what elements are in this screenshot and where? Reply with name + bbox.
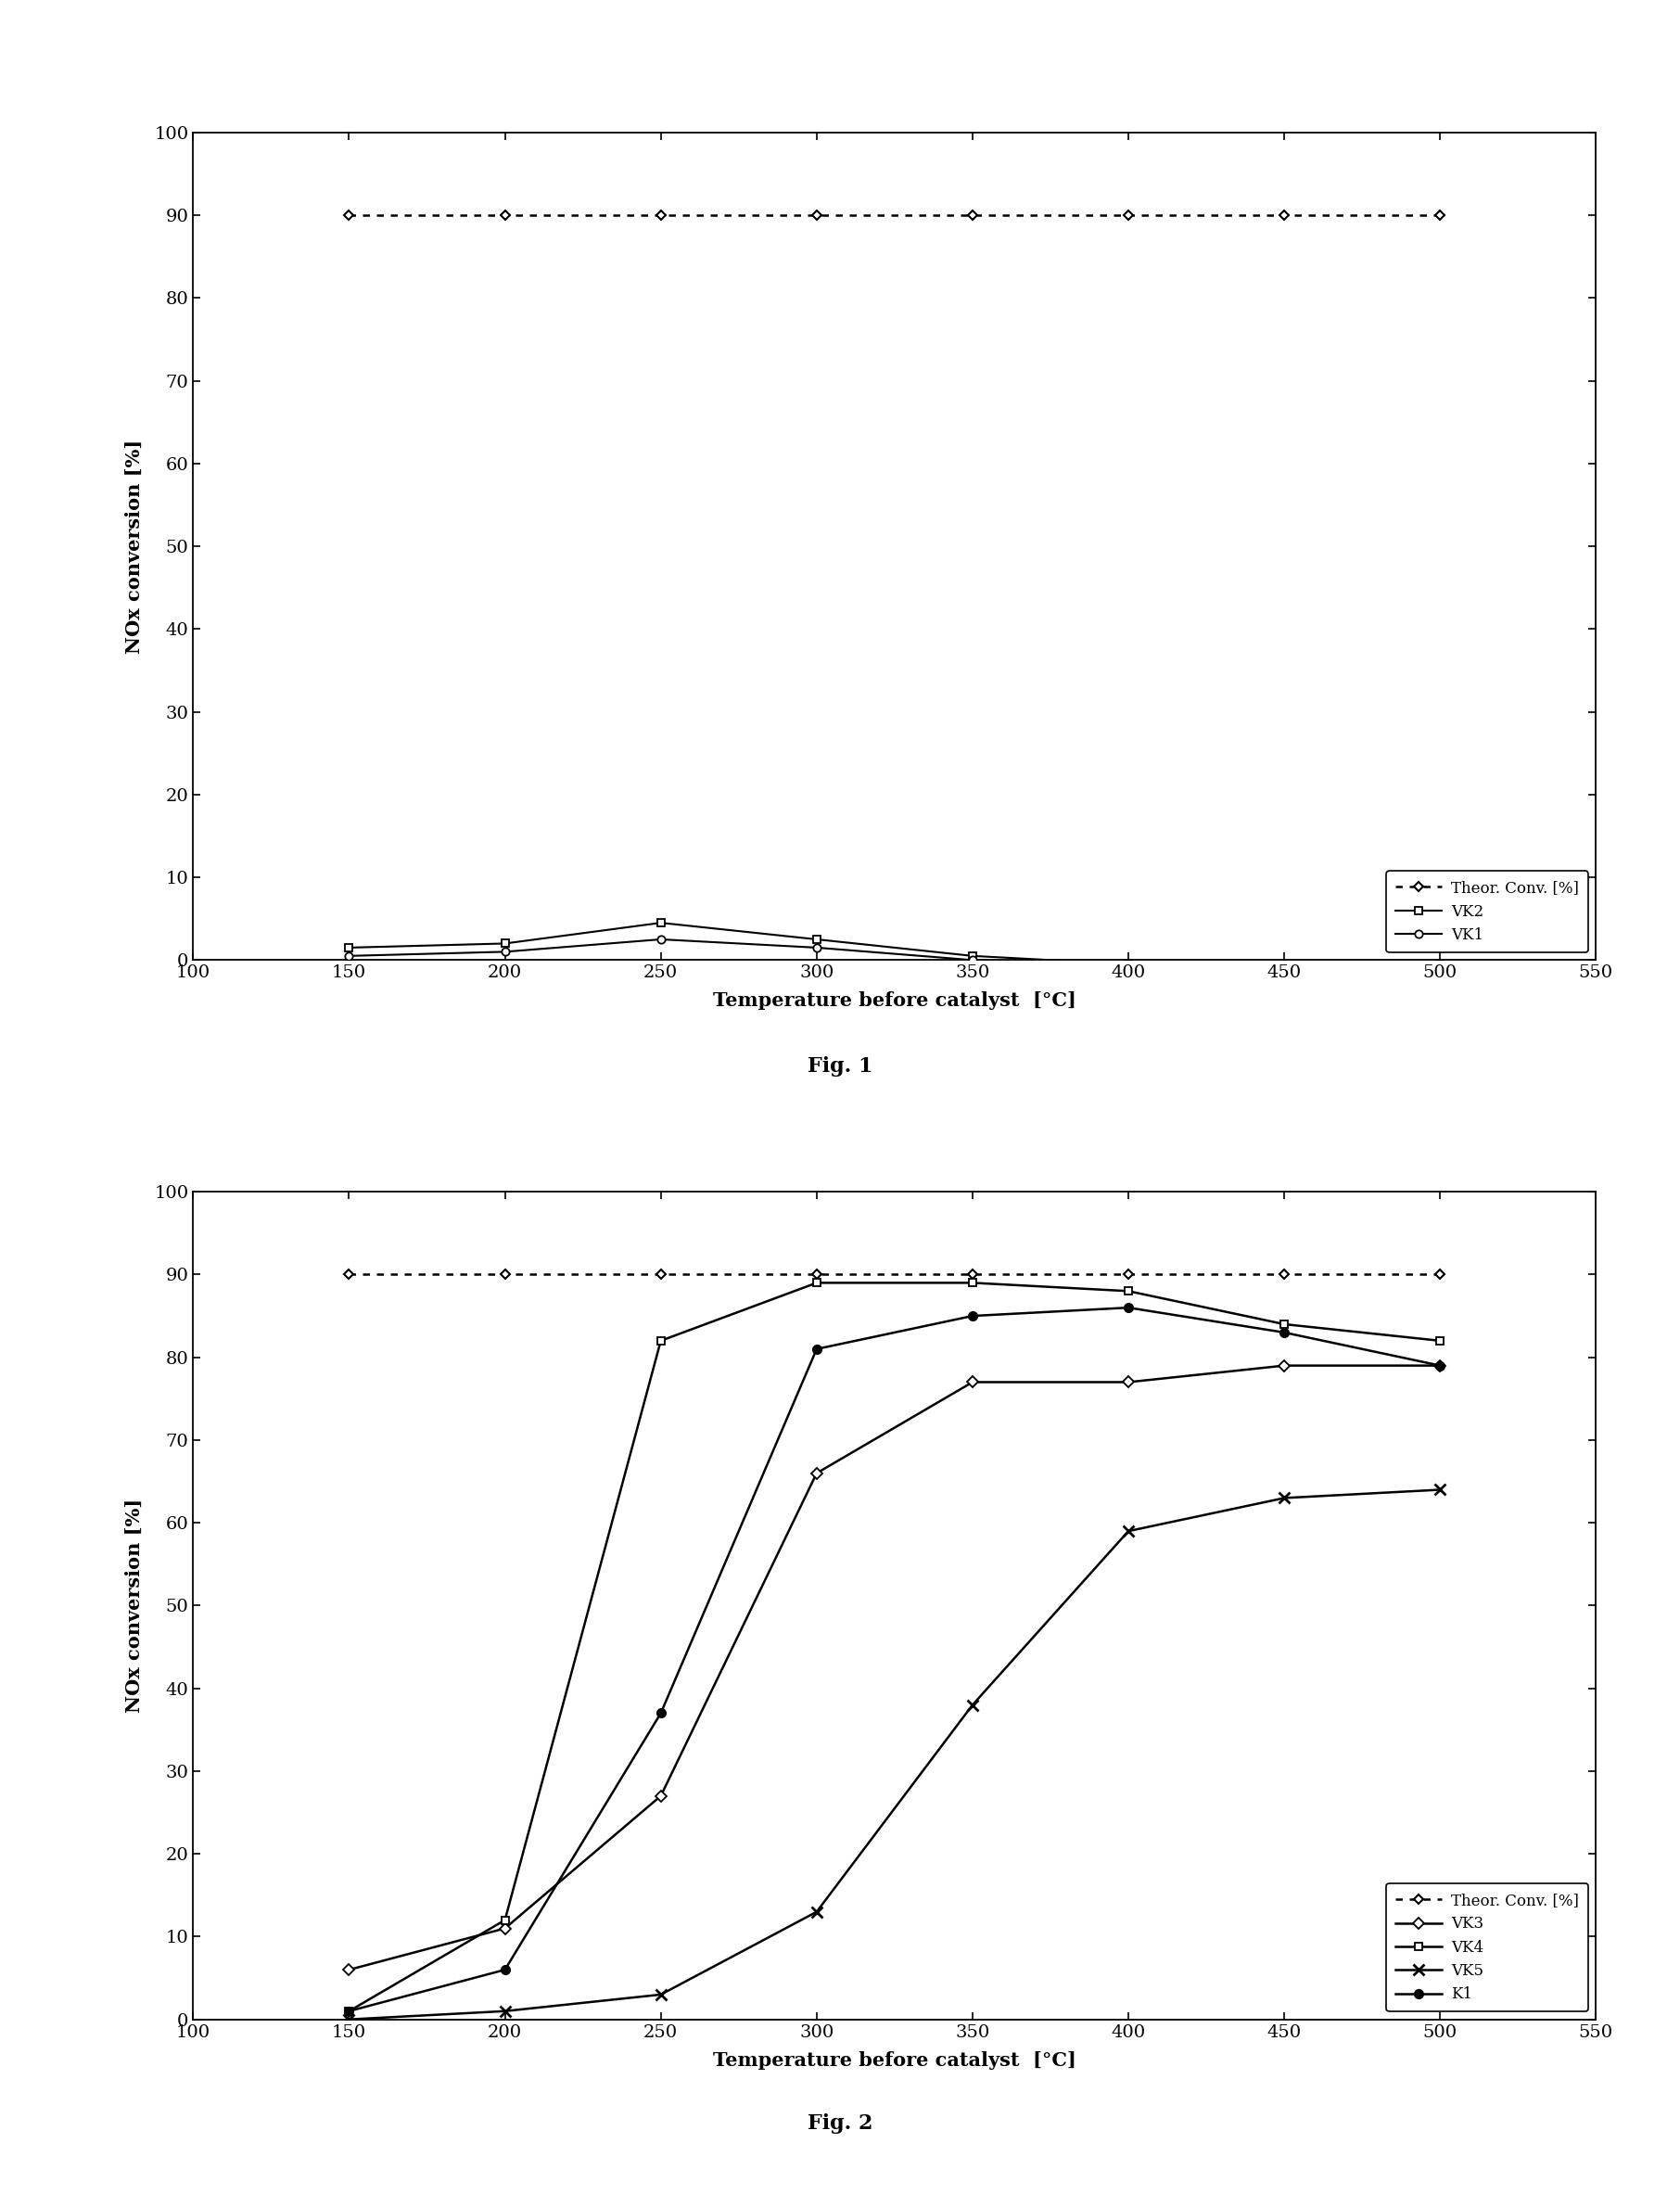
X-axis label: Temperature before catalyst  [°C]: Temperature before catalyst [°C] <box>712 991 1077 1011</box>
VK3 <box>1273 1353 1294 1379</box>
VK2 <box>963 942 983 969</box>
K1 <box>806 1335 827 1362</box>
Theor. Conv. [%] <box>496 1260 516 1287</box>
K1 <box>963 1302 983 1329</box>
Theor. Conv. [%] <box>1273 1260 1294 1287</box>
VK5 <box>650 1982 670 2008</box>
K1 <box>1273 1320 1294 1346</box>
VK3 <box>1119 1368 1139 1395</box>
Theor. Conv. [%] <box>1430 203 1450 230</box>
VK5 <box>1430 1476 1450 1503</box>
VK5 <box>1273 1485 1294 1512</box>
Theor. Conv. [%] <box>963 1260 983 1287</box>
VK4 <box>1119 1278 1139 1304</box>
VK4 <box>496 1907 516 1933</box>
K1 <box>1119 1293 1139 1320</box>
VK2 <box>1273 956 1294 982</box>
Theor. Conv. [%] <box>1119 203 1139 230</box>
VK5 <box>806 1898 827 1925</box>
Line: K1: K1 <box>344 1302 1445 2015</box>
Theor. Conv. [%] <box>650 1260 670 1287</box>
Text: Fig. 1: Fig. 1 <box>808 1055 872 1077</box>
K1 <box>1430 1353 1450 1379</box>
VK5 <box>339 2006 360 2033</box>
K1 <box>650 1699 670 1726</box>
VK3 <box>806 1461 827 1488</box>
X-axis label: Temperature before catalyst  [°C]: Temperature before catalyst [°C] <box>712 2050 1077 2070</box>
VK4 <box>806 1269 827 1296</box>
VK4 <box>1273 1311 1294 1337</box>
VK4 <box>339 1997 360 2024</box>
K1 <box>496 1955 516 1982</box>
VK4 <box>963 1269 983 1296</box>
VK1 <box>339 942 360 969</box>
Theor. Conv. [%] <box>496 203 516 230</box>
VK2 <box>1430 951 1450 978</box>
Line: VK1: VK1 <box>344 936 1445 973</box>
Theor. Conv. [%] <box>1119 1260 1139 1287</box>
Y-axis label: NOx conversion [%]: NOx conversion [%] <box>126 439 144 653</box>
VK2 <box>806 927 827 953</box>
Theor. Conv. [%] <box>1430 1260 1450 1287</box>
K1 <box>339 1997 360 2024</box>
VK3 <box>963 1368 983 1395</box>
Line: Theor. Conv. [%]: Theor. Conv. [%] <box>346 1271 1443 1278</box>
Theor. Conv. [%] <box>339 1260 360 1287</box>
Y-axis label: NOx conversion [%]: NOx conversion [%] <box>126 1499 144 1713</box>
VK3 <box>339 1955 360 1982</box>
VK2 <box>496 931 516 958</box>
Theor. Conv. [%] <box>806 203 827 230</box>
Line: VK5: VK5 <box>344 1485 1445 2024</box>
VK1 <box>650 927 670 953</box>
VK3 <box>1430 1353 1450 1379</box>
Line: VK3: VK3 <box>344 1362 1445 1973</box>
VK1 <box>496 938 516 964</box>
VK1 <box>963 947 983 973</box>
VK4 <box>1430 1326 1450 1353</box>
Theor. Conv. [%] <box>339 203 360 230</box>
Line: VK2: VK2 <box>344 918 1445 973</box>
Line: VK4: VK4 <box>344 1278 1445 2015</box>
VK1 <box>1430 956 1450 982</box>
VK5 <box>1119 1518 1139 1545</box>
VK1 <box>1119 951 1139 978</box>
VK3 <box>496 1916 516 1942</box>
VK5 <box>496 1997 516 2024</box>
VK4 <box>650 1326 670 1353</box>
Text: Fig. 2: Fig. 2 <box>808 2112 872 2134</box>
VK1 <box>806 934 827 960</box>
Theor. Conv. [%] <box>1273 203 1294 230</box>
VK3 <box>650 1783 670 1810</box>
Line: Theor. Conv. [%]: Theor. Conv. [%] <box>346 212 1443 218</box>
VK2 <box>650 909 670 936</box>
Theor. Conv. [%] <box>806 1260 827 1287</box>
VK2 <box>339 934 360 960</box>
Theor. Conv. [%] <box>650 203 670 230</box>
VK1 <box>1273 951 1294 978</box>
Theor. Conv. [%] <box>963 203 983 230</box>
Legend: Theor. Conv. [%], VK2, VK1: Theor. Conv. [%], VK2, VK1 <box>1386 872 1588 951</box>
Legend: Theor. Conv. [%], VK3, VK4, VK5, K1: Theor. Conv. [%], VK3, VK4, VK5, K1 <box>1386 1883 1588 2011</box>
VK2 <box>1119 951 1139 978</box>
VK5 <box>963 1691 983 1717</box>
